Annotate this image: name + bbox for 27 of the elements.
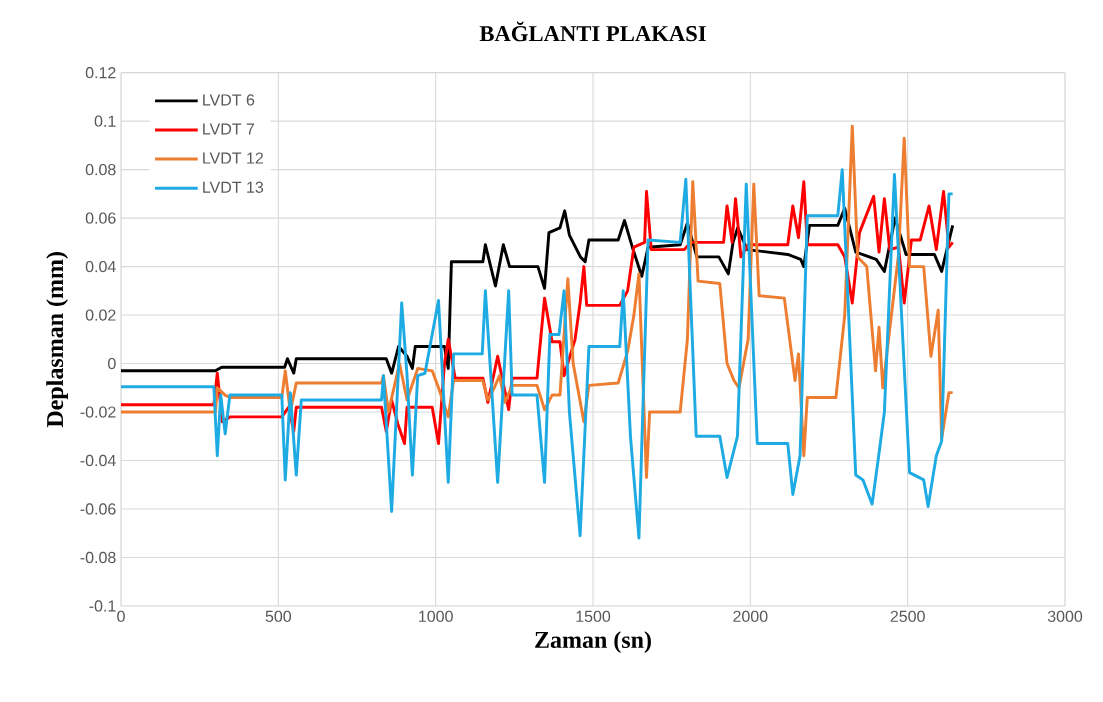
y-tick-label: 0.1: [94, 115, 116, 127]
y-tick-label: -0.02: [80, 406, 116, 418]
y-tick-label: 0.08: [85, 163, 116, 176]
y-tick-label: -0.06: [80, 503, 116, 515]
x-tick-label: 1500: [576, 610, 611, 623]
y-tick-label: -0.08: [80, 551, 116, 564]
y-tick-label: 0.04: [85, 260, 116, 273]
x-tick-label: 500: [265, 610, 292, 623]
line-series: [121, 168, 955, 540]
chart-title: BAĞLANTI PLAKASI: [479, 21, 706, 42]
x-tick-label: 0: [117, 610, 125, 623]
x-axis-title: Zaman (sn): [535, 631, 651, 653]
x-tick-label: 2500: [890, 610, 925, 623]
y-tick-label: 0: [108, 357, 116, 370]
y-tick-label: 0.06: [85, 212, 116, 224]
legend-label: LVDT 12: [203, 152, 263, 164]
y-tick-label: -0.1: [89, 600, 116, 612]
x-tick-label: 3000: [1047, 610, 1083, 623]
legend-label: LVDT 7: [203, 123, 255, 135]
legend-label: LVDT 6: [203, 94, 255, 106]
x-tick-label: 1000: [419, 610, 453, 623]
y-tick-label: -0.04: [80, 454, 116, 467]
y-axis-title: Deplasman (mm): [46, 252, 68, 428]
y-tick-label: 0.12: [85, 67, 116, 79]
legend-label: LVDT 13: [203, 181, 264, 193]
x-tick-label: 2000: [733, 610, 768, 623]
y-tick-label: 0.02: [85, 309, 116, 321]
